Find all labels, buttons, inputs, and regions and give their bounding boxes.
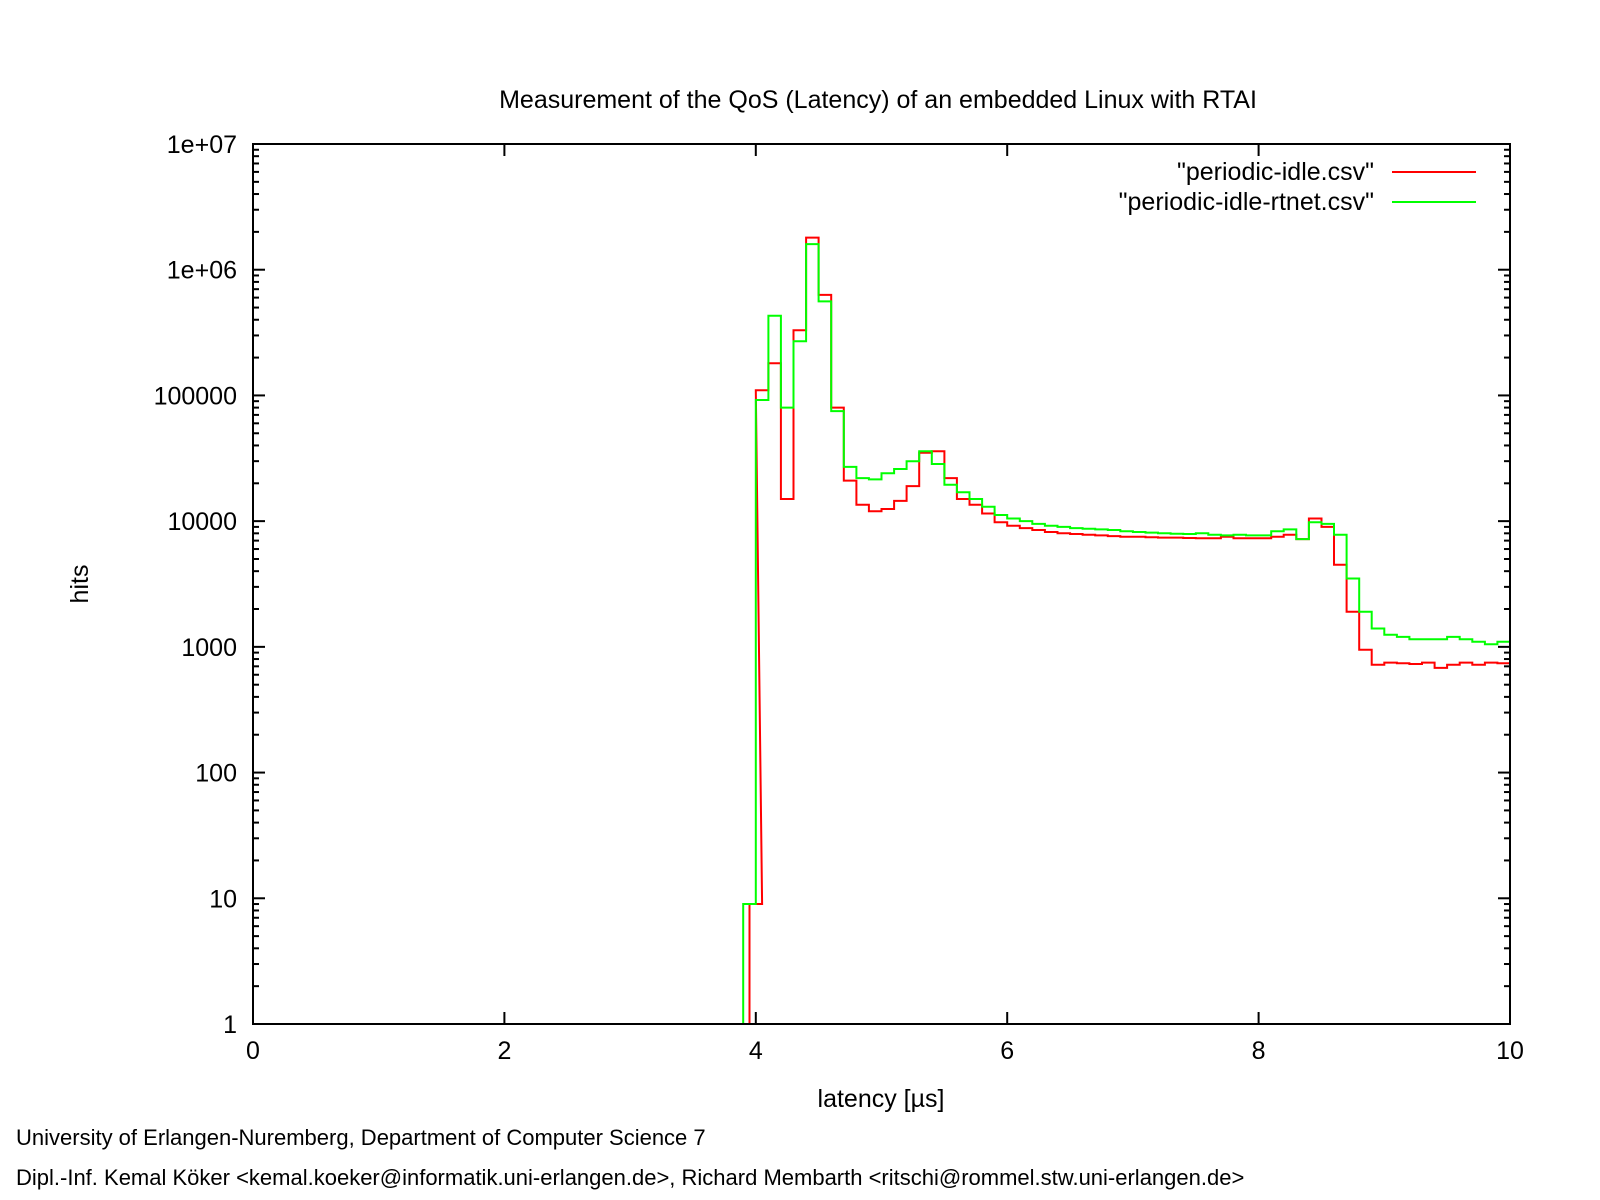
footer-affiliation: University of Erlangen-Nuremberg, Depart… xyxy=(16,1125,706,1150)
x-tick-label: 10 xyxy=(1496,1037,1524,1065)
x-tick-label: 6 xyxy=(1000,1037,1014,1065)
y-axis-label: hits xyxy=(66,565,94,604)
plot-frame xyxy=(252,143,1511,1025)
y-tick-label: 1000 xyxy=(181,634,237,662)
y-tick-label: 100000 xyxy=(154,382,237,410)
series-line-0 xyxy=(748,236,1510,1024)
x-axis-label: latency [µs] xyxy=(818,1085,945,1113)
axes-layer: 0 2 4 6 8 10 1 10 100 1000 10000 100000 1e+06 1e+07 xyxy=(154,131,1524,1065)
legend-label-periodic-idle: "periodic-idle.csv" xyxy=(1177,158,1374,186)
x-tick-label: 2 xyxy=(497,1037,511,1065)
series-layer xyxy=(742,236,1510,1024)
series-line-1 xyxy=(742,243,1510,1024)
x-tick-label: 8 xyxy=(1252,1037,1266,1065)
y-tick-label: 1e+06 xyxy=(167,257,237,285)
legend: "periodic-idle.csv" "periodic-idle-rtnet… xyxy=(1119,158,1476,216)
x-tick-label: 0 xyxy=(246,1037,260,1065)
y-tick-label: 1 xyxy=(223,1011,237,1039)
footer-authors: Dipl.-Inf. Kemal Köker <kemal.koeker@inf… xyxy=(16,1165,1245,1190)
legend-label-periodic-idle-rtnet: "periodic-idle-rtnet.csv" xyxy=(1119,188,1374,216)
chart-title: Measurement of the QoS (Latency) of an e… xyxy=(499,86,1257,114)
y-tick-label: 1e+07 xyxy=(167,131,237,159)
y-tick-label: 100 xyxy=(195,760,237,788)
y-tick-label: 10 xyxy=(209,885,237,913)
x-tick-label: 4 xyxy=(749,1037,763,1065)
y-tick-label: 10000 xyxy=(167,508,237,536)
